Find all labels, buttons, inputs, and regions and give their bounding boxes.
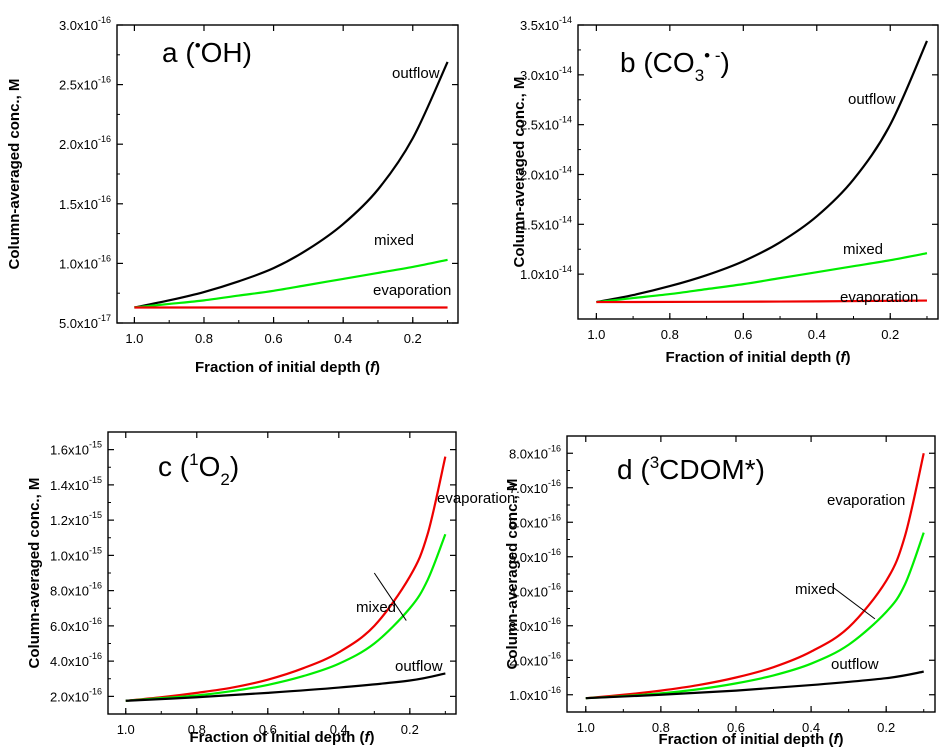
y-axis-title: Column-averaged conc., M [511,77,528,268]
y-tick-label: 1.0x10-14 [520,264,572,282]
panel-b: 1.0 0.8 0.6 0.4 0.2 1.0x10-14 1.5x10-14 2.0x10-… [511,15,939,366]
annotation-leader-line [833,587,876,620]
x-tick-label: 1.0 [117,722,135,737]
series-line-outflow [125,672,446,702]
x-tick-label: 0.8 [661,327,679,342]
y-tick-label: 1.6x10-15 [50,440,102,458]
series-line-evaporation [596,299,927,304]
y-tick-label: 2.5x10-16 [59,75,111,93]
panel-title: d (3CDOM*) [617,453,765,485]
series-line-mixed [596,252,928,304]
series-label-mixed: mixed [374,232,414,249]
y-tick-label: 2.0x10-16 [509,650,561,668]
x-tick-label: 0.2 [404,331,422,346]
panel-d: 1.0 0.8 0.6 0.4 0.2 1.0x10-16 2.0x10-16 3.0x10-… [504,435,936,748]
x-tick-label: 0.4 [808,327,826,342]
panel-title: b (CO3• -) [620,46,730,85]
series-line-mixed [125,533,447,702]
series-line-outflow [585,670,924,700]
y-tick-label: 5.0x10-17 [59,313,111,331]
panel-title: a (•OH) [162,36,252,68]
y-tick-label: 6.0x10-16 [50,616,102,634]
series-label-outflow: outflow [848,91,896,108]
x-tick-label: 0.2 [401,722,419,737]
x-tick-label: 0.4 [802,720,820,735]
series-label-mixed: mixed [356,599,396,616]
x-tick-label: 1.0 [577,720,595,735]
series-label-mixed: mixed [843,241,883,258]
y-tick-label: 2.0x10-16 [50,686,102,704]
y-axis-title: Column-averaged conc., M [26,478,43,669]
y-axis-title: Column-averaged conc., M [6,79,23,270]
x-tick-label: 0.6 [734,327,752,342]
x-tick-label: 0.8 [195,331,213,346]
y-tick-label: 1.0x10-15 [50,545,102,563]
y-tick-label: 3.0x10-16 [59,15,111,33]
series-label-outflow: outflow [392,65,440,82]
x-axis-title: Fraction of initial depth (f) [659,731,844,748]
y-tick-label: 1.5x10-14 [520,214,572,232]
series-line-outflow [134,61,449,309]
series-line-outflow [596,40,928,304]
series-label-outflow: outflow [395,658,443,675]
y-tick-label: 3.0x10-14 [520,65,572,83]
y-tick-label: 4.0x10-16 [50,651,102,669]
panel-title: c (1O2) [158,450,239,489]
annotation-leader-line [373,572,407,621]
y-tick-label: 1.2x10-15 [50,510,102,528]
y-tick-label: 4.0x10-16 [509,581,561,599]
series-label-evaporation: evaporation [437,490,515,507]
x-tick-label: 1.0 [587,327,605,342]
y-tick-label: 2.0x10-14 [520,164,572,182]
x-tick-label: 0.8 [188,722,206,737]
x-tick-label: 0.2 [877,720,895,735]
x-axis-title: Fraction of initial depth (f) [195,359,380,376]
y-tick-label: 2.0x10-16 [59,134,111,152]
series-label-evaporation: evaporation [373,282,451,299]
y-tick-label: 8.0x10-16 [509,443,561,461]
y-tick-label: 5.0x10-16 [509,547,561,565]
y-tick-label: 1.5x10-16 [59,194,111,212]
plot-frame [577,24,939,320]
panel-a: 1.0 0.8 0.6 0.4 0.2 5.0x10-17 1.0x10-16 1.5x10-… [6,15,459,376]
x-tick-label: 0.4 [334,331,352,346]
y-tick-label: 6.0x10-16 [509,512,561,530]
series-label-evaporation: evaporation [827,492,905,509]
x-tick-label: 0.6 [265,331,283,346]
y-axis-title: Column-averaged conc., M [504,479,521,670]
y-tick-label: 1.0x10-16 [59,253,111,271]
y-tick-label: 2.5x10-14 [520,115,572,133]
x-axis-title: Fraction of initial depth (f) [190,729,375,746]
x-tick-label: 0.6 [727,720,745,735]
x-tick-label: 0.4 [330,722,348,737]
series-label-evaporation: evaporation [840,289,918,306]
y-tick-label: 7.0x10-16 [509,478,561,496]
y-tick-label: 1.0x10-16 [509,685,561,703]
series-line-evaporation [585,453,925,700]
y-tick-label: 3.0x10-16 [509,616,561,634]
y-tick-label: 8.0x10-16 [50,581,102,599]
series-line-evaporation [125,456,447,702]
x-tick-label: 1.0 [125,331,143,346]
series-line-mixed [134,258,448,309]
x-tick-label: 0.6 [259,722,277,737]
y-tick-label: 3.5x10-14 [520,15,572,33]
x-tick-label: 0.2 [881,327,899,342]
x-tick-label: 0.8 [652,720,670,735]
y-tick-label: 1.4x10-15 [50,475,102,493]
series-label-outflow: outflow [831,656,879,673]
panel-c: 1.0 0.8 0.6 0.4 0.2 2.0x10-16 4.0x10-16 6.0x10-… [26,431,515,746]
x-axis-title: Fraction of initial depth (f) [666,349,851,366]
series-label-mixed: mixed [795,581,835,598]
